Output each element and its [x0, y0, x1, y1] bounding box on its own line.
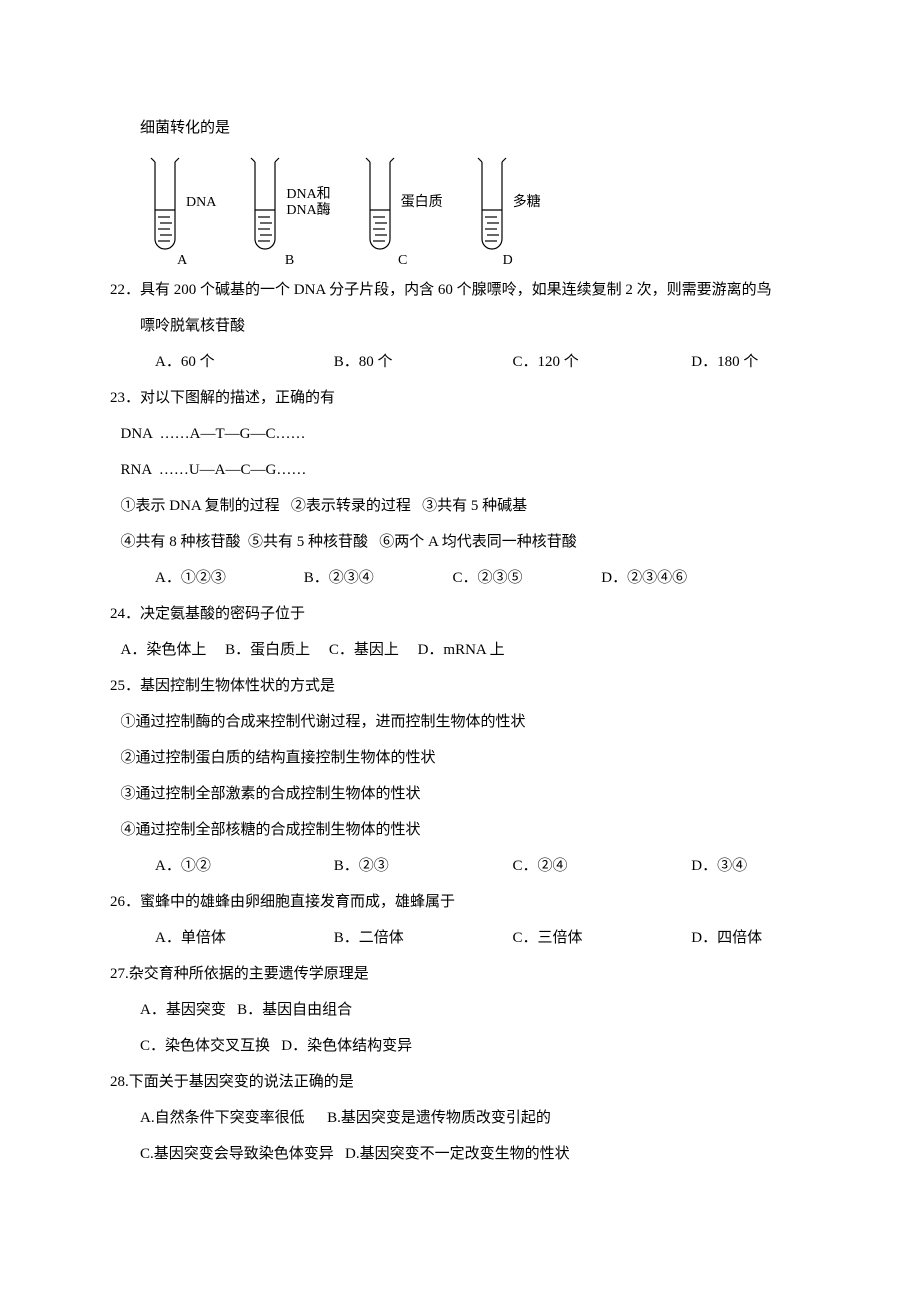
q27-l2: C．染色体交叉互换 D．染色体结构变异	[110, 1028, 810, 1064]
q26-stem: 26．蜜蜂中的雄蜂由卵细胞直接发育而成，雄蜂属于	[110, 884, 810, 920]
q28-stem: 28.下面关于基因突变的说法正确的是	[110, 1064, 810, 1100]
tube-letter: B	[273, 254, 307, 268]
tube-label: 多糖	[513, 195, 541, 211]
tube-letter: C	[386, 254, 420, 268]
q26-options: A．单倍体 B．二倍体 C．三倍体 D．四倍体	[110, 920, 810, 956]
q24-options: A．染色体上 B．蛋白质上 C．基因上 D．mRNA 上	[110, 632, 810, 668]
q28-l2: C.基因突变会导致染色体变异 D.基因突变不一定改变生物的性状	[110, 1136, 810, 1172]
q26-opt-b: B．二倍体	[334, 920, 509, 956]
tube-label: DNA	[186, 195, 216, 211]
tube-label: 蛋白质	[401, 195, 443, 211]
q22-opt-b: B．80 个	[334, 344, 509, 380]
tube-letter: A	[165, 254, 199, 268]
intro-line: 细菌转化的是	[110, 110, 810, 146]
tube-c: 蛋白质 C	[363, 154, 443, 268]
q25-l4: ④通过控制全部核糖的合成控制生物体的性状	[110, 812, 810, 848]
q23-opt-c: C．②③⑤	[453, 560, 598, 596]
q23-opt-a: A．①②③	[155, 560, 300, 596]
q22-opt-d: D．180 个	[691, 344, 758, 380]
q25-stem: 25．基因控制生物体性状的方式是	[110, 668, 810, 704]
q25-l3: ③通过控制全部激素的合成控制生物体的性状	[110, 776, 810, 812]
test-tube-figure: DNA A DNA和 DNA酶 B 蛋白质 C 多糖 D	[110, 146, 810, 272]
tube-d: 多糖 D	[475, 154, 541, 268]
q24-stem: 24．决定氨基酸的密码子位于	[110, 596, 810, 632]
q23-row1: ①表示 DNA 复制的过程 ②表示转录的过程 ③共有 5 种碱基	[110, 488, 810, 524]
tube-figure: DNA	[148, 154, 216, 252]
q23-options: A．①②③ B．②③④ C．②③⑤ D．②③④⑥	[110, 560, 810, 596]
q26-opt-d: D．四倍体	[691, 920, 762, 956]
q22-stem-1: 22．具有 200 个碱基的一个 DNA 分子片段，内含 60 个腺嘌呤，如果连…	[110, 272, 810, 308]
q23-opt-b: B．②③④	[304, 560, 449, 596]
q23-stem: 23．对以下图解的描述，正确的有	[110, 380, 810, 416]
q22-opt-c: C．120 个	[513, 344, 688, 380]
q25-opt-d: D．③④	[691, 848, 747, 884]
tube-b: DNA和 DNA酶 B	[248, 154, 330, 268]
q23-opt-d: D．②③④⑥	[601, 560, 687, 596]
q28-l1: A.自然条件下突变率很低 B.基因突变是遗传物质改变引起的	[110, 1100, 810, 1136]
tube-figure: 蛋白质	[363, 154, 443, 252]
q25-l1: ①通过控制酶的合成来控制代谢过程，进而控制生物体的性状	[110, 704, 810, 740]
q27-l1: A．基因突变 B．基因自由组合	[110, 992, 810, 1028]
q22-opt-a: A．60 个	[155, 344, 330, 380]
q26-opt-c: C．三倍体	[513, 920, 688, 956]
tube-figure: DNA和 DNA酶	[248, 154, 330, 252]
q23-dna: DNA ……A—T—G—C……	[110, 416, 810, 452]
q22-stem-2: 嘌呤脱氧核苷酸	[110, 308, 810, 344]
q23-rna: RNA ……U—A—C—G……	[110, 452, 810, 488]
tube-a: DNA A	[148, 154, 216, 268]
q25-opt-a: A．①②	[155, 848, 330, 884]
q23-row2: ④共有 8 种核苷酸 ⑤共有 5 种核苷酸 ⑥两个 A 均代表同一种核苷酸	[110, 524, 810, 560]
q25-opt-b: B．②③	[334, 848, 509, 884]
tube-letter: D	[491, 254, 525, 268]
q26-opt-a: A．单倍体	[155, 920, 330, 956]
tube-label: DNA和 DNA酶	[286, 187, 330, 219]
q25-options: A．①② B．②③ C．②④ D．③④	[110, 848, 810, 884]
tube-figure: 多糖	[475, 154, 541, 252]
q27-stem: 27.杂交育种所依据的主要遗传学原理是	[110, 956, 810, 992]
q25-l2: ②通过控制蛋白质的结构直接控制生物体的性状	[110, 740, 810, 776]
q25-opt-c: C．②④	[513, 848, 688, 884]
exam-page: 细菌转化的是 DNA A DNA和 DNA酶 B 蛋白质 C 多糖 D 22．具有 200 个…	[0, 0, 920, 1232]
q22-options: A．60 个 B．80 个 C．120 个 D．180 个	[110, 344, 810, 380]
